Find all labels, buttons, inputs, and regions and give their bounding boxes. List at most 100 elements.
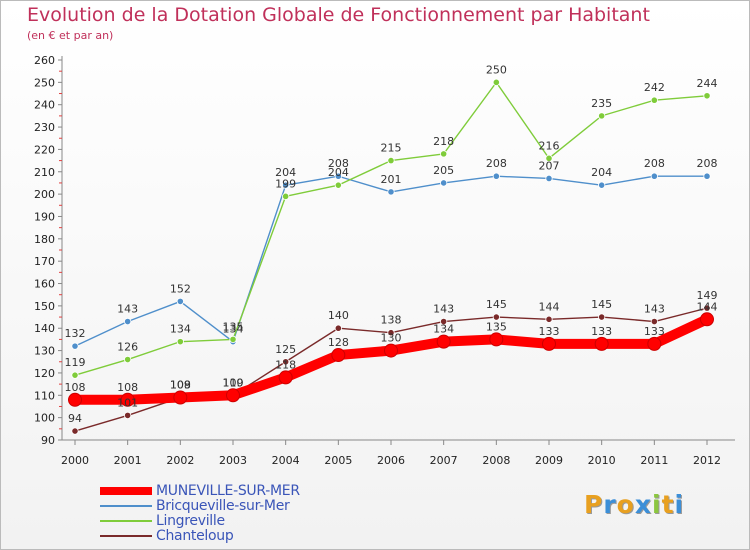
x-tick-label: 2009	[535, 454, 563, 467]
data-label: 134	[433, 323, 454, 336]
data-point	[334, 324, 342, 332]
data-label: 110	[223, 376, 244, 389]
data-point	[436, 334, 451, 349]
x-tick-label: 2001	[114, 454, 142, 467]
data-label: 109	[223, 376, 244, 389]
data-point	[120, 392, 135, 407]
data-label: 204	[328, 166, 349, 179]
data-point	[334, 172, 342, 180]
data-label: 199	[275, 177, 296, 190]
data-point	[124, 317, 132, 326]
data-point	[387, 156, 395, 165]
y-tick-label: 210	[34, 166, 55, 179]
data-label: 134	[223, 323, 244, 336]
chart-title: Evolution de la Dotation Globale de Fonc…	[27, 4, 650, 26]
data-point	[542, 336, 556, 351]
data-point	[598, 112, 606, 120]
y-tick-label: 170	[34, 255, 55, 268]
data-label: 108	[65, 381, 86, 394]
data-label: 145	[591, 298, 612, 311]
data-point	[387, 188, 395, 196]
data-point	[124, 411, 132, 420]
y-tick-label: 230	[34, 121, 55, 134]
data-point	[703, 172, 711, 180]
logo-letter: P	[584, 490, 604, 519]
data-point	[545, 174, 553, 183]
y-tick-label: 120	[34, 367, 55, 380]
y-tick-label: 250	[34, 76, 55, 89]
data-point	[68, 392, 82, 407]
data-point	[229, 335, 237, 344]
data-point	[282, 192, 290, 200]
logo-letter: x	[634, 490, 652, 519]
y-tick-label: 160	[34, 278, 55, 291]
proxiti-logo: Proxiti	[584, 490, 684, 519]
chart-subtitle: (en € et par an)	[27, 29, 114, 42]
data-label: 119	[65, 356, 86, 369]
data-label: 94	[68, 412, 82, 425]
data-label: 242	[644, 81, 665, 94]
data-point	[124, 355, 132, 364]
data-label: 149	[697, 289, 718, 302]
data-point	[334, 181, 342, 189]
data-point	[331, 348, 346, 363]
y-tick-label: 260	[34, 54, 55, 67]
data-label: 138	[381, 314, 402, 327]
data-point	[545, 315, 553, 323]
data-label: 133	[591, 325, 612, 338]
y-tick-label: 90	[41, 434, 55, 447]
legend-swatch	[100, 535, 152, 537]
data-label: 145	[486, 298, 507, 311]
data-label: 143	[433, 303, 454, 316]
data-label: 250	[486, 63, 507, 76]
y-tick-label: 240	[34, 99, 55, 112]
data-point	[278, 370, 293, 385]
data-point	[489, 332, 504, 347]
data-point	[545, 154, 553, 162]
data-point	[384, 343, 398, 358]
x-tick-label: 2005	[324, 454, 352, 467]
y-tick-label: 180	[34, 233, 55, 246]
chart-axes: 90 100 110 120 130 140 150 160 170 180 190 200 210 22…	[34, 54, 735, 467]
logo-letter: i	[674, 490, 685, 519]
data-point	[700, 312, 714, 327]
data-point	[492, 313, 500, 321]
y-tick-label: 190	[34, 210, 55, 223]
logo-letter: i	[652, 490, 662, 519]
data-label: 244	[697, 77, 718, 90]
data-label: 218	[433, 135, 454, 148]
data-label: 208	[644, 157, 665, 170]
data-label: 133	[539, 325, 560, 338]
y-tick-label: 100	[34, 412, 55, 425]
data-point	[492, 78, 500, 86]
data-label: 118	[275, 358, 296, 371]
data-point	[647, 336, 662, 351]
legend-label: MUNEVILLE-SUR-MER	[156, 483, 300, 499]
data-point	[176, 338, 184, 346]
data-point	[71, 342, 79, 350]
data-label: 101	[117, 396, 138, 409]
data-point	[650, 96, 658, 104]
data-label: 152	[170, 282, 191, 295]
legend-label: Chanteloup	[156, 528, 234, 544]
data-label: 143	[117, 303, 138, 316]
x-tick-label: 2004	[272, 454, 300, 467]
y-tick-label: 150	[34, 300, 55, 313]
logo-letter: r	[603, 490, 617, 519]
logo-letter: t	[661, 490, 675, 519]
data-point	[703, 304, 711, 312]
data-point	[598, 313, 606, 321]
data-point	[598, 181, 606, 189]
x-tick-label: 2002	[166, 454, 194, 467]
data-label: 109	[170, 379, 191, 392]
legend-swatch	[100, 487, 152, 495]
y-tick-label: 110	[34, 389, 55, 402]
legend-swatch	[100, 505, 152, 507]
data-label: 216	[539, 139, 560, 152]
series-points	[68, 78, 714, 435]
data-point	[176, 297, 184, 306]
logo-letter: o	[616, 490, 635, 519]
